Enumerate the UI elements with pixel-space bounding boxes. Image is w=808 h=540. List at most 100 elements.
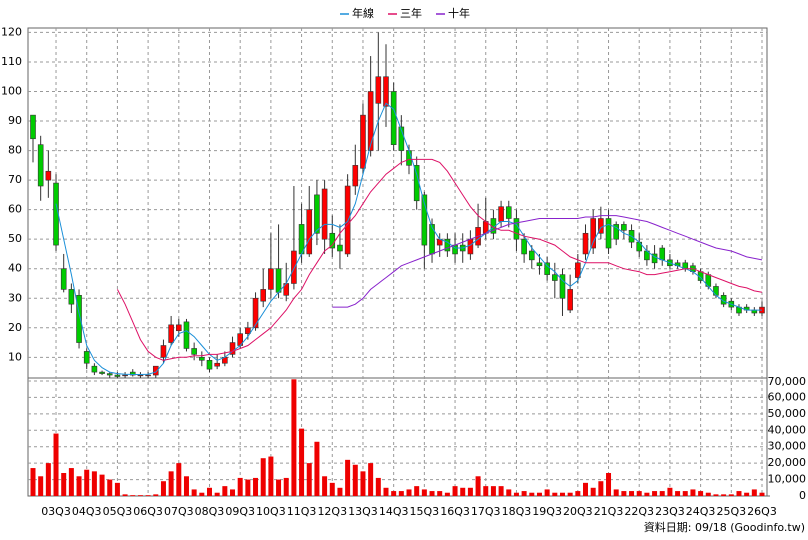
x-tick-label: 25Q3 bbox=[716, 505, 746, 518]
candle-body bbox=[260, 289, 267, 302]
volume-bar bbox=[176, 463, 182, 496]
volume-bar bbox=[222, 486, 228, 496]
volume-bar bbox=[391, 491, 397, 496]
candle-body bbox=[367, 91, 374, 151]
candle-body bbox=[375, 76, 382, 104]
volume-bar bbox=[644, 492, 650, 496]
x-tick-label: 13Q3 bbox=[348, 505, 378, 518]
x-tick-label: 09Q3 bbox=[225, 505, 255, 518]
volume-bar bbox=[368, 463, 374, 496]
volume-bar bbox=[61, 472, 67, 496]
candle-body bbox=[337, 244, 343, 252]
volume-bar bbox=[659, 491, 665, 496]
volume-bar bbox=[345, 459, 351, 496]
volume-bar bbox=[437, 491, 443, 496]
candle-body bbox=[99, 371, 105, 374]
volume-bar bbox=[421, 489, 427, 496]
volume-bar bbox=[383, 487, 389, 496]
candle-body bbox=[406, 150, 412, 166]
volume-bar bbox=[84, 469, 90, 496]
candle-body bbox=[252, 297, 259, 329]
x-tick-label: 22Q3 bbox=[624, 505, 654, 518]
ma-line bbox=[55, 102, 762, 375]
volume-bar bbox=[559, 492, 565, 496]
volume-bar bbox=[536, 492, 542, 496]
candle-body bbox=[91, 365, 98, 373]
candle-body bbox=[60, 268, 67, 290]
volume-bar bbox=[682, 491, 688, 496]
candle-body bbox=[183, 321, 190, 349]
volume-bar bbox=[114, 482, 120, 496]
x-tick-label: 24Q3 bbox=[686, 505, 716, 518]
candle-body bbox=[429, 224, 435, 255]
volume-bar bbox=[76, 476, 82, 496]
candle-body bbox=[68, 289, 75, 305]
y2-tick-label: 40,000 bbox=[768, 423, 807, 436]
y-tick-label: 60 bbox=[8, 203, 22, 216]
candle-body bbox=[152, 365, 159, 376]
volume-bar bbox=[736, 491, 742, 496]
volume-bar bbox=[452, 486, 458, 496]
x-tick-label: 21Q3 bbox=[594, 505, 624, 518]
candle-body bbox=[383, 76, 389, 107]
volume-bar bbox=[590, 487, 596, 496]
volume-bar bbox=[91, 471, 97, 496]
candle-body bbox=[45, 170, 52, 181]
x-tick-label: 06Q3 bbox=[133, 505, 163, 518]
volume-bar bbox=[206, 487, 212, 496]
volume-bar bbox=[360, 471, 366, 496]
volume-bar bbox=[230, 489, 236, 496]
candle-body bbox=[444, 238, 451, 252]
candle-body bbox=[582, 232, 589, 255]
y-tick-label: 120 bbox=[1, 25, 22, 38]
volume-bar bbox=[306, 463, 312, 496]
volume-bar bbox=[406, 489, 412, 496]
volume-bar bbox=[429, 491, 435, 496]
volume-bar bbox=[199, 492, 205, 496]
volume-bar bbox=[268, 456, 274, 496]
candle-body bbox=[114, 374, 121, 377]
volume-bar bbox=[506, 489, 512, 496]
candle-body bbox=[659, 247, 666, 261]
candle-body bbox=[590, 218, 596, 249]
legend-label: 年線 bbox=[352, 6, 374, 20]
volume-bar bbox=[575, 491, 581, 496]
candle-body bbox=[598, 218, 604, 234]
candle-body bbox=[536, 262, 543, 267]
volume-bar bbox=[160, 481, 166, 496]
volume-bar bbox=[583, 482, 589, 496]
volume-bar bbox=[498, 486, 504, 496]
candle-body bbox=[245, 327, 251, 334]
volume-bar bbox=[460, 487, 466, 496]
volume-bar bbox=[552, 492, 558, 496]
volume-bar bbox=[68, 468, 74, 496]
x-tick-label: 17Q3 bbox=[471, 505, 501, 518]
volume-bar bbox=[667, 487, 673, 496]
y2-tick-label: 70,000 bbox=[768, 375, 807, 388]
candle-body bbox=[421, 194, 428, 246]
y2-tick-label: 60,000 bbox=[768, 390, 807, 403]
y2-tick-label: 50,000 bbox=[768, 407, 807, 420]
volume-bar bbox=[713, 494, 719, 496]
volume-bar bbox=[513, 492, 519, 496]
candle-body bbox=[528, 250, 535, 261]
y-tick-label: 90 bbox=[8, 114, 22, 127]
volume-bar bbox=[283, 477, 289, 496]
candle-body bbox=[229, 342, 236, 355]
candle-body bbox=[76, 294, 82, 343]
x-tick-label: 19Q3 bbox=[532, 505, 562, 518]
volume-bar bbox=[145, 495, 151, 496]
x-tick-label: 05Q3 bbox=[103, 505, 133, 518]
candle-body bbox=[505, 206, 512, 219]
volume-bar bbox=[598, 481, 604, 496]
volume-bar bbox=[675, 491, 681, 496]
legend-label: 三年 bbox=[400, 6, 422, 20]
volume-bar bbox=[276, 479, 282, 496]
x-tick-label: 10Q3 bbox=[256, 505, 286, 518]
candle-body bbox=[321, 188, 328, 240]
candle-body bbox=[122, 374, 128, 377]
volume-bar bbox=[613, 489, 619, 496]
volume-bar bbox=[375, 477, 381, 496]
volume-bar bbox=[153, 494, 159, 496]
x-tick-label: 08Q3 bbox=[195, 505, 225, 518]
